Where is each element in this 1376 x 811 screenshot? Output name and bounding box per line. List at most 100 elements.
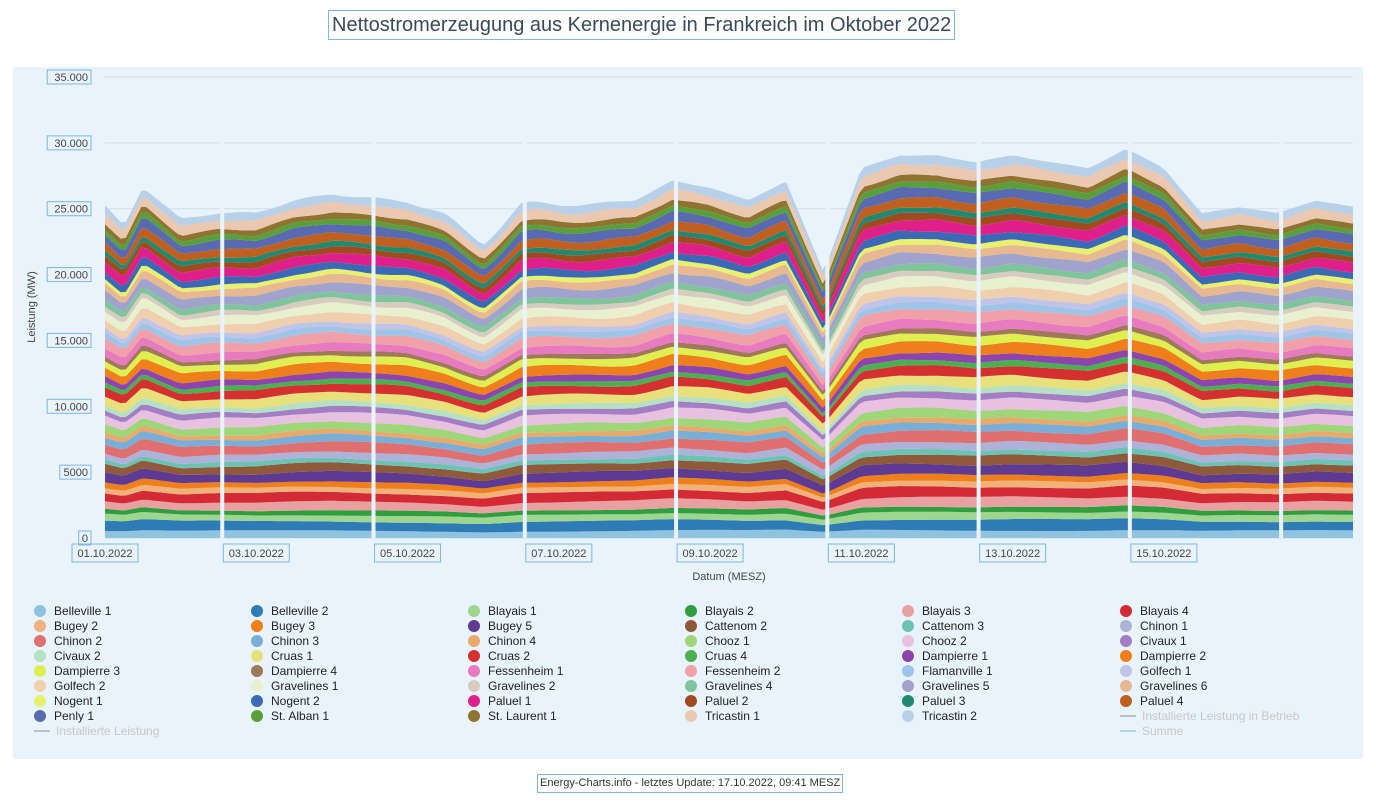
legend-item[interactable]: Paluel 3 — [902, 694, 965, 709]
legend-item[interactable]: Bugey 3 — [251, 619, 315, 634]
area-series-14[interactable] — [105, 421, 1353, 463]
legend-item[interactable]: Bugey 2 — [34, 619, 98, 634]
legend-item[interactable]: Dampierre 1 — [902, 649, 988, 664]
legend-label: Chinon 4 — [488, 634, 537, 648]
y-tick-box — [46, 201, 92, 217]
legend-dot-icon — [34, 605, 46, 617]
legend-item[interactable]: Nogent 2 — [251, 694, 320, 709]
area-series-11[interactable] — [105, 447, 1353, 480]
legend-dot-icon — [34, 650, 46, 662]
legend-item[interactable]: Dampierre 4 — [251, 664, 337, 679]
legend-item[interactable]: Belleville 1 — [34, 604, 111, 619]
legend-item[interactable]: St. Laurent 1 — [468, 709, 557, 724]
area-series-10[interactable] — [105, 453, 1353, 486]
legend-item[interactable]: Penly 1 — [34, 709, 94, 724]
legend-item[interactable]: Gravelines 4 — [685, 679, 772, 694]
legend-item[interactable]: Chinon 4 — [468, 634, 536, 649]
legend-label: Summe — [1142, 724, 1184, 738]
area-series-12[interactable] — [105, 440, 1353, 476]
legend-item[interactable]: Blayais 3 — [902, 604, 971, 619]
legend-item[interactable]: Gravelines 1 — [251, 679, 338, 694]
legend-item[interactable]: Chinon 1 — [1120, 619, 1188, 634]
area-series-1[interactable] — [105, 529, 1353, 538]
legend-item[interactable]: Flamanville 1 — [902, 664, 993, 679]
legend-item[interactable]: Fessenheim 2 — [685, 664, 780, 679]
legend-item[interactable]: Belleville 2 — [251, 604, 328, 619]
footer-update-note[interactable]: Energy-Charts.info - letztes Update: 17.… — [537, 774, 844, 793]
data-gap — [674, 129, 679, 538]
area-series-7[interactable] — [105, 479, 1353, 502]
legend-item[interactable]: Chooz 2 — [902, 634, 967, 649]
x-tick-box — [1130, 543, 1198, 563]
area-series-9[interactable] — [105, 461, 1353, 494]
chart-plot: 0 5000 10.000 15.000 20.000 25.000 30.000 35.00… — [26, 69, 1353, 583]
legend-item[interactable]: Chinon 2 — [34, 634, 102, 649]
x-tick-label: 13.10.2022 — [985, 548, 1040, 560]
legend-item[interactable]: Cruas 1 — [251, 649, 313, 664]
legend-label: Blayais 2 — [705, 604, 754, 618]
legend-item[interactable]: Civaux 2 — [34, 649, 101, 664]
legend-item[interactable]: Civaux 1 — [1120, 634, 1187, 649]
legend-item[interactable]: Tricastin 2 — [902, 709, 977, 724]
legend-item[interactable]: Dampierre 3 — [34, 664, 120, 679]
legend-item[interactable]: Gravelines 2 — [468, 679, 555, 694]
legend-item[interactable]: Chooz 1 — [685, 634, 750, 649]
legend-label: Tricastin 2 — [922, 709, 977, 723]
legend-dot-icon — [685, 620, 697, 632]
legend-item[interactable]: Gravelines 6 — [1120, 679, 1207, 694]
legend-label: Nogent 2 — [271, 694, 320, 708]
legend-item[interactable]: Tricastin 1 — [685, 709, 760, 724]
legend-dot-icon — [251, 620, 263, 632]
area-series-2[interactable] — [105, 518, 1353, 533]
legend-dot-icon — [34, 680, 46, 692]
data-gap — [220, 129, 225, 538]
legend-item[interactable]: Blayais 2 — [685, 604, 754, 619]
legend-item[interactable]: Cattenom 2 — [685, 619, 767, 634]
legend-label: Chinon 3 — [271, 634, 320, 648]
legend-item[interactable]: Cruas 4 — [685, 649, 747, 664]
legend-item[interactable]: St. Alban 1 — [251, 709, 329, 724]
legend-dot-icon — [468, 620, 480, 632]
area-series-6[interactable] — [105, 485, 1353, 510]
area-series-17[interactable] — [105, 395, 1353, 448]
area-series-4[interactable] — [105, 505, 1353, 520]
area-series-5[interactable] — [105, 496, 1353, 516]
legend-item[interactable]: Summe — [1120, 724, 1183, 739]
legend-item[interactable]: Cruas 2 — [468, 649, 530, 664]
legend-item[interactable]: Blayais 4 — [1120, 604, 1189, 619]
legend-label: Paluel 4 — [1140, 694, 1184, 708]
legend-item[interactable]: Chinon 3 — [251, 634, 319, 649]
legend-item[interactable]: Installierte Leistung — [34, 724, 159, 739]
y-tick-box — [46, 267, 92, 283]
legend-item[interactable]: Dampierre 2 — [1120, 649, 1206, 664]
area-series-13[interactable] — [105, 428, 1353, 470]
legend-dot-icon — [34, 635, 46, 647]
legend-item[interactable]: Paluel 1 — [468, 694, 531, 709]
legend-item[interactable]: Golfech 1 — [1120, 664, 1191, 679]
legend-item[interactable]: Installierte Leistung in Betrieb — [1120, 709, 1299, 724]
legend-item[interactable]: Paluel 2 — [685, 694, 748, 709]
legend-label: Dampierre 4 — [271, 664, 338, 678]
legend-item[interactable]: Nogent 1 — [34, 694, 103, 709]
legend-dot-icon — [902, 665, 914, 677]
area-series-8[interactable] — [105, 473, 1353, 498]
legend-dot-icon — [468, 635, 480, 647]
legend-label: Bugey 5 — [488, 619, 533, 633]
legend-line-icon — [1120, 715, 1136, 717]
legend-item[interactable]: Cattenom 3 — [902, 619, 984, 634]
legend-dot-icon — [251, 665, 263, 677]
data-gap — [522, 129, 527, 538]
legend-item[interactable]: Gravelines 5 — [902, 679, 989, 694]
legend-item[interactable]: Bugey 5 — [468, 619, 532, 634]
area-series-16[interactable] — [105, 406, 1353, 454]
legend-item[interactable]: Blayais 1 — [468, 604, 537, 619]
legend-dot-icon — [685, 680, 697, 692]
legend-item[interactable]: Paluel 4 — [1120, 694, 1183, 709]
legend-item[interactable]: Fessenheim 1 — [468, 664, 563, 679]
area-series-3[interactable] — [105, 511, 1353, 526]
legend-dot-icon — [34, 710, 46, 722]
legend-item[interactable]: Golfech 2 — [34, 679, 105, 694]
x-tick-label: 15.10.2022 — [1136, 548, 1191, 560]
area-series-20[interactable] — [105, 371, 1353, 432]
y-tick-label: 0 — [82, 533, 88, 545]
